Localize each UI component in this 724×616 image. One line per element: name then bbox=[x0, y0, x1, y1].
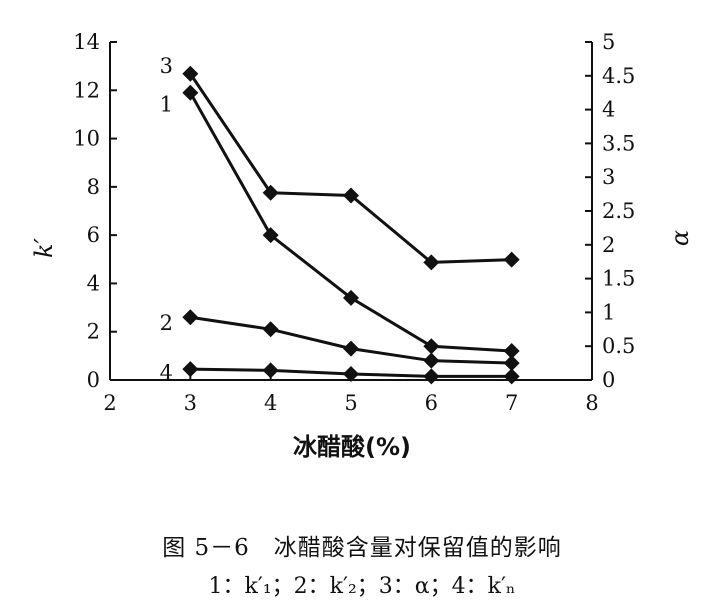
axes bbox=[109, 42, 593, 381]
x-tick-label: 6 bbox=[425, 391, 438, 415]
data-point-marker bbox=[503, 355, 520, 372]
y-tick-label-right: 3 bbox=[602, 165, 615, 189]
y-tick-label-left: 0 bbox=[87, 368, 100, 392]
chart: 2 3 4 5 6 7 80246810121400.511.522.533.544.55 … bbox=[30, 30, 694, 461]
y-axis-label-right: α bbox=[666, 230, 694, 246]
data-point-marker bbox=[503, 343, 520, 360]
y-tick-label-right: 0 bbox=[602, 368, 615, 392]
y-tick-label-right: 2.5 bbox=[602, 199, 635, 223]
x-tick-label: 3 bbox=[184, 391, 197, 415]
data-point-marker bbox=[343, 187, 359, 204]
data-point-marker bbox=[343, 340, 359, 357]
data-point-marker bbox=[503, 251, 520, 268]
y-tick-label-right: 1.5 bbox=[602, 267, 635, 291]
series-label-4: 4 bbox=[160, 361, 173, 385]
series-group: 1 2 3 4 bbox=[160, 54, 520, 385]
y-tick-label-left: 10 bbox=[73, 127, 100, 151]
data-point-marker bbox=[182, 309, 199, 326]
y-tick-label-left: 2 bbox=[87, 320, 100, 344]
data-point-marker bbox=[423, 338, 440, 355]
series-label-1: 1 bbox=[160, 93, 173, 117]
data-point-marker bbox=[182, 84, 199, 101]
series-2: 2 bbox=[160, 309, 520, 372]
series-line-3 bbox=[189, 72, 512, 264]
x-tick-label: 7 bbox=[505, 391, 518, 415]
x-tick-label: 8 bbox=[585, 391, 598, 415]
y-tick-label-left: 6 bbox=[87, 223, 100, 247]
y-tick-label-right: 5 bbox=[602, 30, 615, 54]
data-point-marker bbox=[262, 227, 279, 244]
data-point-marker bbox=[262, 184, 279, 201]
figure-caption: 图 5－6 冰醋酸含量对保留值的影响 bbox=[162, 535, 562, 561]
series-label-3: 3 bbox=[160, 54, 173, 78]
data-point-marker bbox=[423, 254, 440, 271]
y-tick-label-right: 1 bbox=[602, 300, 615, 324]
x-tick-label: 4 bbox=[264, 391, 277, 415]
y-tick-label-right: 3.5 bbox=[602, 131, 635, 155]
series-3: 3 bbox=[160, 54, 520, 271]
series-4: 4 bbox=[160, 361, 520, 385]
y-tick-label-right: 4.5 bbox=[602, 64, 635, 88]
data-point-marker bbox=[423, 368, 440, 385]
y-tick-label-left: 4 bbox=[87, 271, 100, 295]
data-point-marker bbox=[503, 368, 520, 385]
y-tick-label-left: 12 bbox=[73, 78, 100, 102]
y-tick-label-right: 0.5 bbox=[602, 334, 635, 358]
series-line-1 bbox=[189, 91, 512, 353]
y-tick-label-left: 8 bbox=[87, 175, 100, 199]
x-tick-label: 5 bbox=[344, 391, 357, 415]
x-tick-label: 2 bbox=[103, 391, 116, 415]
data-point-marker bbox=[343, 289, 359, 306]
data-point-marker bbox=[262, 362, 279, 379]
data-point-marker bbox=[182, 361, 199, 378]
y-tick-label-right: 4 bbox=[602, 98, 615, 122]
data-point-marker bbox=[343, 365, 359, 382]
x-axis-label: 冰醋酸(%) bbox=[293, 433, 411, 461]
data-point-marker bbox=[262, 321, 279, 338]
figure-legend-caption: 1：k′₁；2：k′₂；3：α；4：k′ₙ bbox=[208, 574, 516, 599]
series-1: 1 bbox=[160, 84, 520, 360]
series-label-2: 2 bbox=[160, 311, 173, 335]
y-axis-label-left: k′ bbox=[30, 237, 58, 258]
y-tick-label-right: 2 bbox=[602, 233, 615, 257]
y-tick-label-left: 14 bbox=[73, 30, 100, 54]
data-point-marker bbox=[423, 352, 440, 369]
data-point-marker bbox=[182, 65, 199, 82]
